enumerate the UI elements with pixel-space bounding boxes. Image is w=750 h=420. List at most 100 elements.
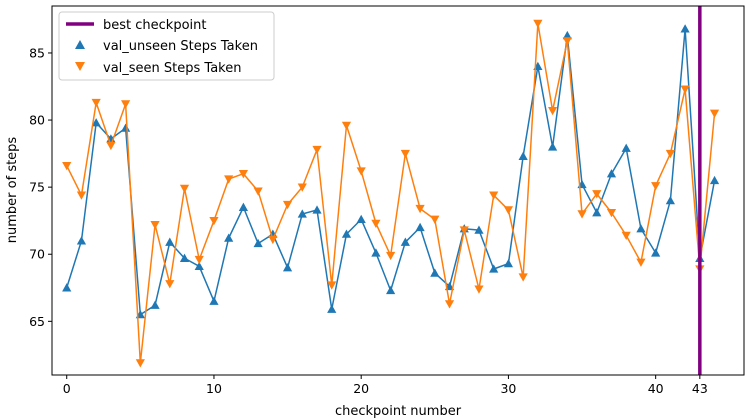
y-tick-label: 75 — [29, 180, 45, 195]
x-tick-label: 20 — [353, 381, 369, 396]
series-1-point — [606, 169, 617, 178]
series-2-point — [327, 281, 337, 290]
series-2-point — [548, 106, 558, 116]
series-1-point — [415, 222, 425, 232]
series-2-point — [562, 37, 572, 46]
series-2-point — [592, 190, 602, 199]
series-2-point — [430, 215, 440, 224]
series-1-point — [165, 237, 175, 246]
series-1-point — [282, 263, 293, 272]
series-1-point — [194, 261, 204, 270]
series-2 — [62, 19, 720, 368]
series-1-point — [474, 225, 484, 234]
y-tick-label: 65 — [29, 314, 45, 329]
series-2-point — [76, 191, 87, 200]
series-2-point — [268, 235, 278, 245]
series-1-point — [341, 229, 352, 238]
legend-best-checkpoint-label: best checkpoint — [103, 18, 206, 33]
series-2-point — [62, 162, 72, 171]
series-2-point — [444, 300, 455, 309]
series-1-point — [62, 283, 72, 292]
y-axis-ticks: 65 70 75 80 85 — [29, 45, 52, 329]
series-1-point — [238, 202, 248, 211]
series-1-point — [371, 248, 381, 257]
series-1-point — [91, 118, 101, 127]
series-2-point — [533, 19, 543, 29]
series-2-point — [577, 210, 587, 219]
series-2-point — [224, 175, 234, 184]
x-axis-ticks: 0 10 20 30 40 43 — [63, 375, 708, 396]
series-2-point — [297, 183, 307, 192]
series-1-point — [121, 123, 131, 132]
series-2-point — [121, 100, 131, 109]
series-1-point — [430, 268, 440, 277]
plot-frame — [51, 5, 745, 376]
series-2-point — [386, 251, 396, 261]
series-layer — [62, 19, 720, 368]
series-1-point — [312, 205, 322, 214]
series-1-point — [489, 264, 499, 273]
series-2-point — [621, 231, 631, 241]
series-1-point — [665, 195, 675, 205]
series-1-point — [224, 233, 234, 242]
x-tick-label: 30 — [500, 381, 516, 396]
series-1-point — [209, 296, 219, 305]
series-2-point — [165, 280, 175, 289]
series-2-point — [106, 141, 116, 151]
x-axis-label: checkpoint number — [335, 404, 462, 419]
series-1-point — [503, 259, 514, 268]
series-2-point — [503, 206, 514, 215]
legend-val-seen-label: val_seen Steps Taken — [103, 61, 241, 76]
series-1-point — [562, 30, 572, 40]
series-2-point — [356, 167, 366, 176]
series-2-point — [400, 149, 410, 159]
series-1-point — [179, 253, 190, 262]
series-2-point — [179, 184, 190, 194]
y-tick-label: 70 — [29, 247, 45, 262]
x-tick-label: 40 — [648, 381, 664, 396]
series-1-point — [327, 304, 337, 313]
series-1-point — [150, 300, 160, 309]
y-tick-label: 85 — [29, 45, 45, 60]
series-2-point — [238, 170, 248, 179]
x-tick-label: 0 — [63, 381, 71, 396]
series-1-point — [386, 285, 396, 295]
series-1-point — [400, 237, 410, 246]
legend-val-unseen-label: val_unseen Steps Taken — [103, 39, 258, 54]
legend-box — [58, 11, 275, 81]
series-2-point — [474, 285, 484, 294]
series-2-point — [636, 258, 646, 267]
series-2-point — [312, 145, 322, 155]
series-1-point — [297, 209, 307, 218]
series-2-point — [150, 221, 160, 230]
series-1-point — [518, 151, 528, 160]
series-1-point — [592, 208, 602, 217]
series-2-point — [371, 219, 381, 228]
x-tick-label: 43 — [692, 381, 708, 396]
legend-val-unseen-marker — [75, 40, 85, 49]
series-1-point — [651, 248, 661, 257]
series-2-point — [194, 255, 204, 265]
series-2-point — [709, 109, 720, 118]
series-1-point — [680, 24, 690, 33]
series-2-point — [91, 98, 101, 108]
series-1-point — [76, 236, 87, 245]
series-2-point — [209, 217, 219, 226]
legend: best checkpoint val_unseen Steps Taken v… — [58, 11, 275, 81]
series-1-point — [253, 238, 263, 248]
x-tick-label: 10 — [206, 381, 222, 396]
y-axis-label: number of steps — [5, 137, 20, 244]
series-2-point — [341, 121, 352, 131]
series-2-point — [489, 191, 499, 200]
series-2-point — [135, 359, 145, 368]
series-2-point — [606, 208, 617, 218]
series-1-point — [709, 175, 720, 185]
series-1-point — [356, 214, 366, 224]
series-2-point — [680, 85, 690, 94]
series-2-point — [665, 149, 675, 159]
series-1-point — [548, 142, 558, 151]
series-2-point — [459, 226, 469, 235]
series-1-point — [621, 143, 631, 152]
series-2-point — [518, 273, 528, 282]
y-tick-label: 80 — [29, 113, 45, 128]
